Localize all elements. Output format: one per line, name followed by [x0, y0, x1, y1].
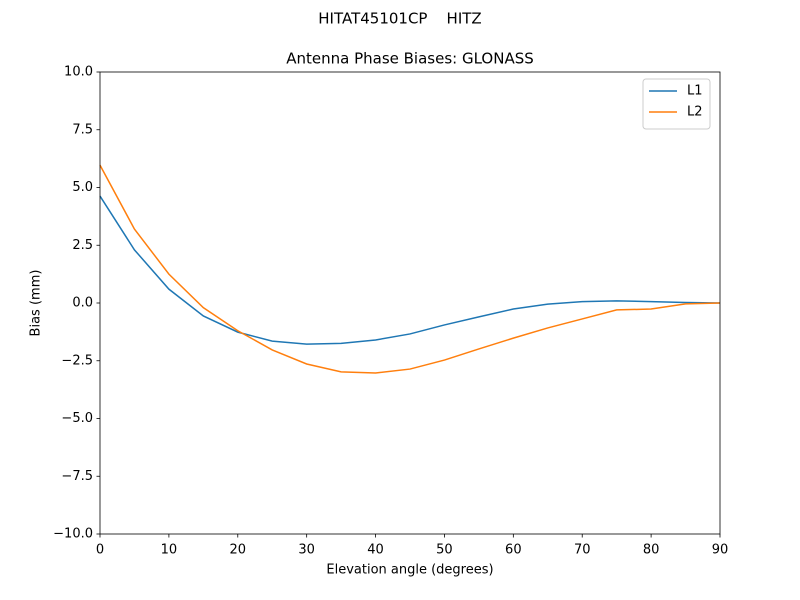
y-tick-label: 2.5 — [72, 238, 93, 253]
x-tick-label: 80 — [643, 543, 660, 558]
y-tick-label: 10.0 — [64, 65, 93, 80]
x-tick-label: 20 — [230, 543, 247, 558]
y-axis-label: Bias (mm) — [29, 270, 44, 337]
x-tick-label: 10 — [161, 543, 178, 558]
series-line — [99, 164, 721, 374]
x-tick-label: 30 — [298, 543, 315, 558]
suptitle: HITAT45101CP HITZ — [318, 10, 481, 28]
x-tick-label: 90 — [712, 543, 729, 558]
y-tick-label: 5.0 — [72, 180, 93, 195]
y-tick-label: 0.0 — [72, 296, 93, 311]
x-tick-label: 70 — [574, 543, 591, 558]
plot-frame — [99, 71, 721, 535]
y-tick-label: −7.5 — [61, 469, 93, 484]
x-tick-label: 40 — [367, 543, 384, 558]
x-tick-label: 0 — [96, 543, 104, 558]
y-tick-label: −5.0 — [61, 411, 93, 426]
y-tick-label: −10.0 — [53, 527, 93, 542]
series-line — [99, 195, 721, 345]
legend-label: L2 — [687, 105, 703, 120]
legend-label: L1 — [687, 84, 703, 99]
x-tick-label: 50 — [436, 543, 453, 558]
chart-title: Antenna Phase Biases: GLONASS — [286, 50, 534, 68]
x-axis-label: Elevation angle (degrees) — [326, 563, 493, 578]
x-tick-label: 60 — [505, 543, 522, 558]
y-tick-label: 7.5 — [72, 122, 93, 137]
y-tick-label: −2.5 — [61, 353, 93, 368]
